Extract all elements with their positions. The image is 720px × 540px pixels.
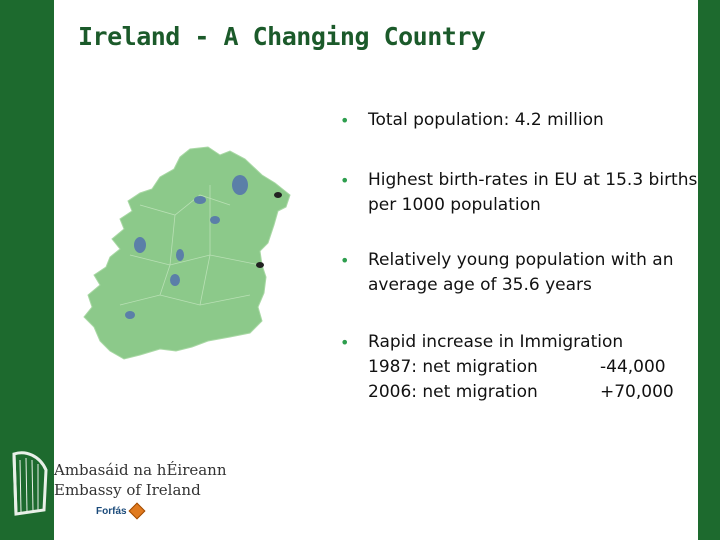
bullet-immigration: • Rapid increase in Immigration 1987: ne… (338, 330, 698, 405)
bullet-young-population: • Relatively young population with an av… (338, 248, 698, 298)
bullet-dot-icon: • (340, 251, 350, 270)
left-green-bar (0, 0, 54, 540)
embassy-irish-name: Ambasáid na hÉireann (54, 461, 227, 479)
bullet-dot-icon: • (340, 171, 350, 190)
lakes (125, 175, 248, 319)
bullet-population: • Total population: 4.2 million (338, 108, 698, 133)
ireland-landmass (83, 146, 291, 360)
forfas-logo: Forfás (96, 502, 146, 520)
migration-row: 1987: net migration -44,000 (368, 357, 666, 377)
city-dots (256, 192, 282, 268)
harp-icon (12, 451, 48, 516)
page-title: Ireland - A Changing Country (78, 22, 486, 51)
bullet-dot-icon: • (340, 111, 350, 130)
forfas-diamond-icon (128, 502, 146, 520)
bullet-dot-icon: • (340, 333, 350, 352)
ireland-map (83, 146, 291, 360)
embassy-english-name: Embassy of Ireland (54, 481, 201, 499)
right-green-bar (698, 0, 720, 540)
migration-row: 2006: net migration +70,000 (368, 382, 674, 402)
bullet-birth-rates: • Highest birth-rates in EU at 15.3 birt… (338, 168, 698, 218)
immigration-heading: Rapid increase in Immigration (368, 332, 624, 352)
